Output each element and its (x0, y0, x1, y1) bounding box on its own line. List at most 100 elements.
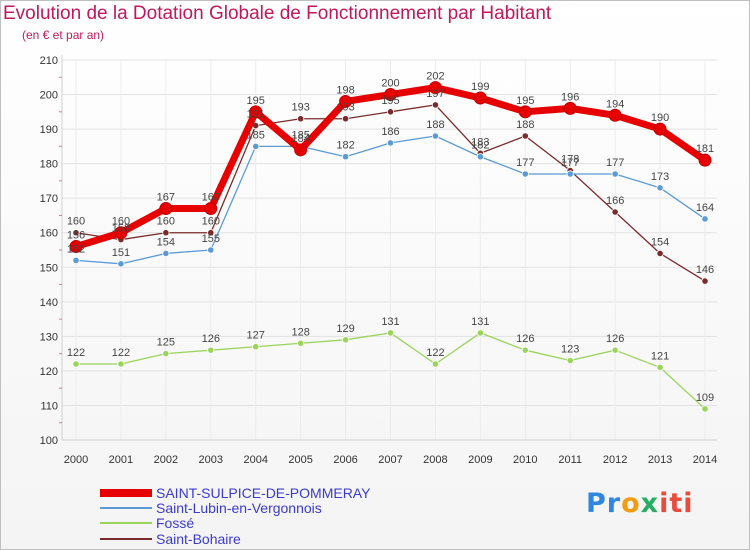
x-tick-label: 2001 (109, 454, 133, 466)
data-label: 185 (291, 129, 309, 141)
data-point (653, 122, 667, 136)
data-point (204, 202, 218, 216)
data-point (611, 346, 619, 354)
y-tick-label: 180 (40, 159, 58, 171)
legend-label: Saint-Bohaire (156, 531, 241, 547)
y-tick-label: 130 (40, 331, 58, 343)
data-point (431, 101, 440, 109)
data-point (341, 336, 350, 344)
data-label: 195 (516, 95, 534, 107)
data-point (249, 105, 263, 119)
data-label: 188 (516, 119, 534, 131)
data-label: 160 (202, 216, 220, 228)
data-label: 185 (247, 129, 265, 141)
data-label: 198 (336, 84, 354, 96)
data-label: 194 (606, 98, 624, 110)
data-label: 178 (561, 154, 579, 166)
data-label: 167 (202, 192, 220, 204)
legend-label: SAINT-SULPICE-DE-POMMERAY (156, 485, 371, 501)
data-point (386, 139, 395, 147)
data-point (566, 356, 574, 365)
data-label: 122 (112, 347, 130, 359)
data-point (159, 202, 173, 216)
data-label: 195 (247, 95, 265, 107)
data-label: 146 (696, 264, 714, 276)
data-point (207, 229, 215, 237)
x-tick-label: 2007 (378, 454, 402, 466)
data-point (521, 346, 529, 354)
data-label: 160 (67, 216, 85, 228)
data-label: 109 (696, 392, 714, 404)
data-label: 160 (157, 216, 175, 228)
data-point (431, 132, 440, 140)
legend-item: Fossé (100, 515, 194, 531)
data-label: 122 (67, 347, 85, 359)
data-label: 158 (112, 223, 130, 235)
y-tick-label: 140 (40, 297, 58, 309)
x-tick-label: 2009 (468, 454, 492, 466)
data-point (698, 153, 712, 167)
data-label: 182 (471, 140, 489, 152)
data-label: 160 (112, 216, 130, 228)
data-point (117, 260, 125, 268)
x-tick-label: 2002 (154, 454, 178, 466)
chart-title: Evolution de la Dotation Globale de Fonc… (3, 3, 552, 24)
data-label: 188 (426, 119, 444, 131)
data-label: 173 (651, 171, 669, 183)
legend-label: Saint-Lubin-en-Vergonnois (156, 500, 322, 516)
data-point (608, 108, 622, 122)
data-label: 151 (112, 247, 130, 259)
data-point (207, 246, 215, 254)
data-point (521, 132, 529, 140)
data-label: 128 (291, 326, 309, 338)
legend-swatch (100, 507, 152, 509)
y-tick-label: 160 (40, 228, 58, 240)
legend-item: SAINT-SULPICE-DE-POMMERAY (100, 485, 370, 501)
data-point (611, 170, 619, 178)
data-point (162, 249, 170, 258)
data-point (386, 329, 395, 337)
data-point (431, 360, 440, 368)
data-point (117, 360, 125, 368)
data-point (294, 143, 308, 157)
data-point (72, 256, 80, 264)
data-label: 131 (381, 316, 399, 328)
y-tick-label: 200 (40, 90, 58, 102)
data-point (72, 360, 80, 368)
data-label: 167 (157, 192, 175, 204)
data-point (701, 215, 709, 223)
x-tick-label: 2006 (333, 454, 357, 466)
data-point (701, 405, 709, 413)
data-label: 125 (157, 337, 175, 349)
data-label: 177 (561, 157, 579, 169)
x-tick-label: 2010 (513, 454, 537, 466)
data-label: 199 (471, 81, 489, 93)
data-label: 193 (291, 102, 309, 114)
data-label: 184 (291, 133, 309, 145)
data-point (701, 277, 709, 285)
data-label: 131 (471, 316, 489, 328)
data-point (656, 363, 664, 372)
data-point (428, 81, 442, 95)
legend-swatch (100, 489, 152, 497)
y-tick-label: 100 (40, 435, 58, 447)
x-tick-label: 2003 (199, 454, 223, 466)
data-label: 122 (426, 347, 444, 359)
data-point (656, 184, 664, 192)
data-point (207, 346, 215, 354)
data-point (473, 91, 487, 105)
data-point (297, 115, 305, 123)
x-tick-label: 2000 (64, 454, 88, 466)
data-point (252, 343, 260, 351)
data-label: 126 (606, 333, 624, 345)
data-point (341, 115, 350, 123)
data-label: 183 (471, 136, 489, 148)
data-label: 193 (336, 102, 354, 114)
proxiti-logo: Proxiti (586, 488, 694, 519)
x-tick-label: 2004 (243, 454, 267, 466)
data-label: 197 (426, 88, 444, 100)
data-label: 126 (516, 333, 534, 345)
legend-swatch (100, 522, 152, 524)
x-tick-label: 2012 (603, 454, 627, 466)
